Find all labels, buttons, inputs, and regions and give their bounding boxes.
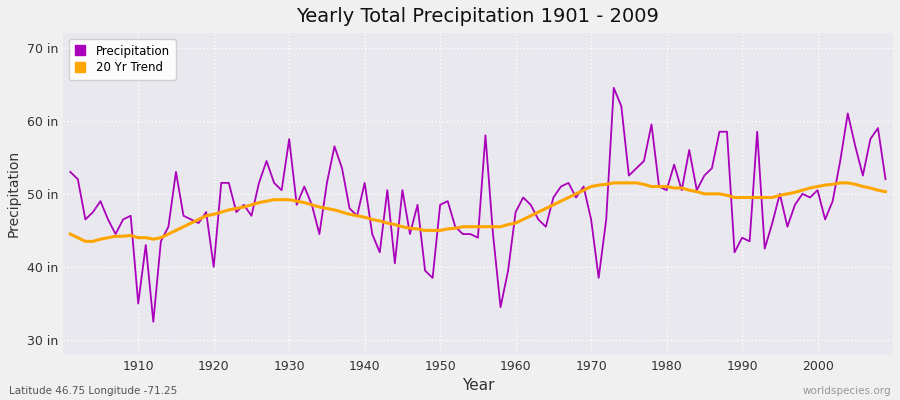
Title: Yearly Total Precipitation 1901 - 2009: Yearly Total Precipitation 1901 - 2009	[296, 7, 660, 26]
20 Yr Trend	[880, 189, 891, 194]
20 Yr Trend	[510, 221, 521, 226]
Precipitation	[608, 86, 619, 90]
20 Yr Trend	[299, 200, 310, 205]
Precipitation	[616, 104, 626, 108]
Precipitation	[880, 177, 891, 182]
Precipitation	[518, 195, 528, 200]
Precipitation	[148, 319, 158, 324]
Precipitation	[510, 210, 521, 214]
20 Yr Trend	[616, 180, 626, 185]
20 Yr Trend	[133, 235, 144, 240]
20 Yr Trend	[344, 212, 355, 217]
Y-axis label: Precipitation: Precipitation	[7, 150, 21, 238]
Precipitation	[65, 170, 76, 174]
Precipitation	[125, 213, 136, 218]
20 Yr Trend	[80, 239, 91, 244]
Text: worldspecies.org: worldspecies.org	[803, 386, 891, 396]
Legend: Precipitation, 20 Yr Trend: Precipitation, 20 Yr Trend	[68, 39, 176, 80]
20 Yr Trend	[608, 180, 619, 185]
Line: Precipitation: Precipitation	[70, 88, 886, 322]
Precipitation	[344, 206, 355, 211]
20 Yr Trend	[65, 232, 76, 236]
Text: Latitude 46.75 Longitude -71.25: Latitude 46.75 Longitude -71.25	[9, 386, 177, 396]
20 Yr Trend	[518, 217, 528, 222]
Line: 20 Yr Trend: 20 Yr Trend	[70, 183, 886, 241]
Precipitation	[299, 184, 310, 189]
X-axis label: Year: Year	[462, 378, 494, 393]
